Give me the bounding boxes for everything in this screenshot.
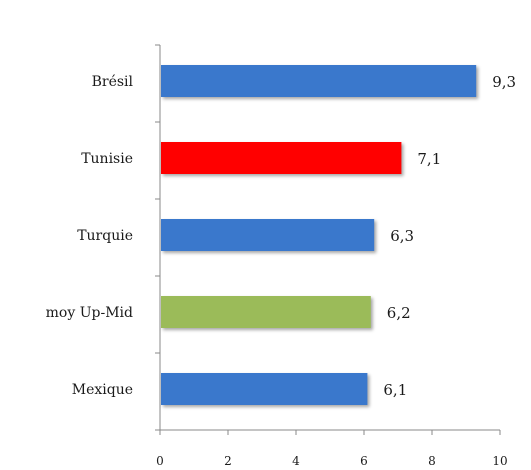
- x-tick-label: 8: [428, 454, 436, 468]
- value-label: 6,2: [387, 304, 411, 322]
- value-label: 7,1: [417, 150, 441, 168]
- category-label: Tunisie: [81, 151, 133, 167]
- value-labels: 9,3 7,1 6,3 6,2 6,1: [383, 73, 516, 399]
- value-label: 6,3: [390, 227, 414, 245]
- value-label: 9,3: [492, 73, 516, 91]
- x-tick-label: 2: [224, 454, 232, 468]
- x-tick-label: 10: [492, 454, 507, 468]
- category-label: Brésil: [92, 74, 134, 90]
- category-label: Turquie: [77, 228, 133, 244]
- category-label: Mexique: [72, 382, 133, 398]
- bar: [161, 373, 368, 405]
- x-tick-label: 0: [156, 454, 164, 468]
- category-labels: Brésil Tunisie Turquie moy Up-Mid Mexique: [46, 74, 134, 398]
- bar: [161, 296, 371, 328]
- value-label: 6,1: [383, 381, 407, 399]
- bar: [161, 142, 402, 174]
- category-label: moy Up-Mid: [46, 305, 133, 321]
- x-tick-label: 6: [360, 454, 368, 468]
- x-axis-ticks: 0 2 4 6 8 10: [156, 430, 508, 468]
- bars: [161, 65, 477, 405]
- bar: [161, 65, 477, 97]
- bar: [161, 219, 375, 251]
- x-tick-label: 4: [292, 454, 300, 468]
- axes: [155, 44, 500, 431]
